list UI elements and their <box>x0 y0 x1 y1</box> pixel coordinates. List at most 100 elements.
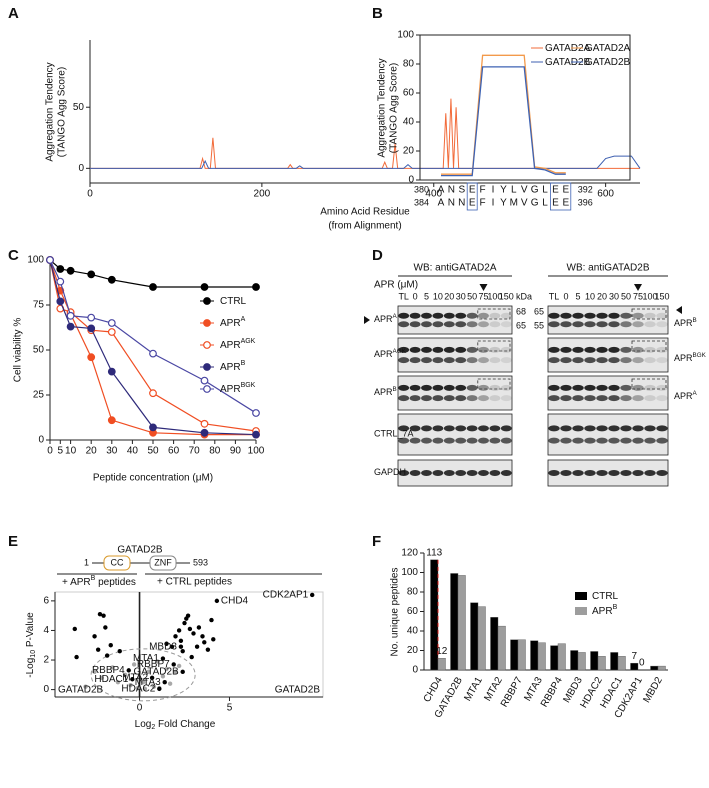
blot-background <box>547 337 669 373</box>
left-header: + APRB peptides <box>62 575 136 587</box>
bar <box>577 652 586 671</box>
row-label-part: APR <box>374 314 393 324</box>
blot-band <box>632 321 644 328</box>
row-label: APRA <box>374 313 398 324</box>
corner-label: GATAD2B <box>58 685 104 696</box>
data-point <box>110 665 115 670</box>
band-arrow <box>676 306 682 314</box>
blot-band <box>632 312 644 319</box>
blot-band <box>432 425 444 432</box>
data-point <box>178 638 184 644</box>
lane-label: 0 <box>413 291 418 301</box>
residue: G <box>531 185 539 196</box>
data-point <box>310 592 315 598</box>
x-tick-label: 30 <box>106 446 118 457</box>
blot-band <box>466 437 478 444</box>
blot-band <box>478 425 489 432</box>
blot-band <box>596 395 608 402</box>
data-point <box>200 634 205 639</box>
point-label: RBBP4 <box>92 665 125 676</box>
blot-band <box>432 437 444 444</box>
blot-band <box>432 321 444 328</box>
y-axis-label: Aggregation Tendency <box>377 58 388 157</box>
blot-band <box>398 425 410 432</box>
legend-marker <box>203 297 211 305</box>
data-point <box>180 669 185 675</box>
legend-marker <box>203 341 211 349</box>
blot-band <box>500 312 512 319</box>
blot-strip <box>547 459 669 487</box>
blot-band <box>466 321 478 328</box>
blot-strip <box>547 337 669 373</box>
row-label: APRAGK <box>374 348 407 359</box>
blot-band <box>656 470 668 476</box>
lane-label: TL <box>398 291 409 301</box>
data-point <box>101 613 106 618</box>
data-point <box>126 668 131 673</box>
blot-band <box>409 425 421 432</box>
row-label: APRB <box>674 317 697 328</box>
residue: A <box>438 185 445 196</box>
residue: G <box>531 198 539 209</box>
legend-label-part: A <box>241 316 246 323</box>
blot-band <box>644 395 656 402</box>
lane-label: 30 <box>456 291 466 301</box>
blot-band <box>500 357 512 364</box>
point-label: MTA3 <box>135 677 161 688</box>
x-tick-label: 40 <box>127 446 139 457</box>
bar <box>610 652 619 671</box>
blot-band <box>478 321 489 328</box>
blot-band <box>478 437 489 444</box>
data-point <box>180 648 185 654</box>
blot-band <box>548 437 560 444</box>
y-tick-label: 25 <box>33 390 45 401</box>
row-label: APRA <box>674 390 698 401</box>
data-point <box>169 644 175 649</box>
series-line <box>90 98 640 169</box>
data-point <box>83 684 88 689</box>
lane-label: 50 <box>621 291 631 301</box>
blot-band <box>596 312 608 319</box>
blot-band <box>489 346 501 353</box>
data-point <box>87 313 96 322</box>
blot-band <box>432 384 444 391</box>
blot-strip <box>397 459 513 487</box>
data-point <box>122 672 128 678</box>
blot-band <box>560 395 572 402</box>
y-axis-label-part: 10 <box>30 650 37 658</box>
blot-strip <box>547 305 669 335</box>
data-point <box>149 389 157 398</box>
blot-band <box>421 346 432 353</box>
row-label-part: A <box>393 313 398 320</box>
blot-band <box>500 437 512 444</box>
blot-band <box>398 470 410 476</box>
blot-band <box>548 425 560 432</box>
kda-marker: 68 <box>516 306 526 316</box>
blot-band <box>608 312 620 319</box>
row-label: GAPDH <box>374 467 406 477</box>
data-point <box>99 675 104 680</box>
x-tick-label: 90 <box>230 446 242 457</box>
residue: V <box>521 185 528 196</box>
row-label-part: B <box>393 386 397 393</box>
residue-start: 384 <box>414 197 429 207</box>
x-tick-label: 400 <box>425 189 442 200</box>
blot-band <box>443 357 455 364</box>
x-axis-label: (from Alignment) <box>328 221 401 232</box>
residue: S <box>458 185 465 196</box>
data-point <box>46 256 54 264</box>
legend-label-part: GATAD2A <box>545 43 591 54</box>
point-label: HDAC1 <box>94 674 128 685</box>
blot-band <box>572 312 584 319</box>
blot-title: WB: antiGATAD2B <box>567 263 650 274</box>
blot-band <box>432 312 444 319</box>
blot-band <box>620 470 632 476</box>
blot-strip <box>547 413 669 456</box>
x-tick-label: 10 <box>65 446 77 457</box>
x-tick-label: 70 <box>189 446 201 457</box>
data-point <box>252 283 260 291</box>
data-point <box>66 311 75 320</box>
x-axis-label: Amino Acid Residue <box>320 207 410 218</box>
blot-band <box>644 312 656 319</box>
blot-band <box>548 395 560 402</box>
